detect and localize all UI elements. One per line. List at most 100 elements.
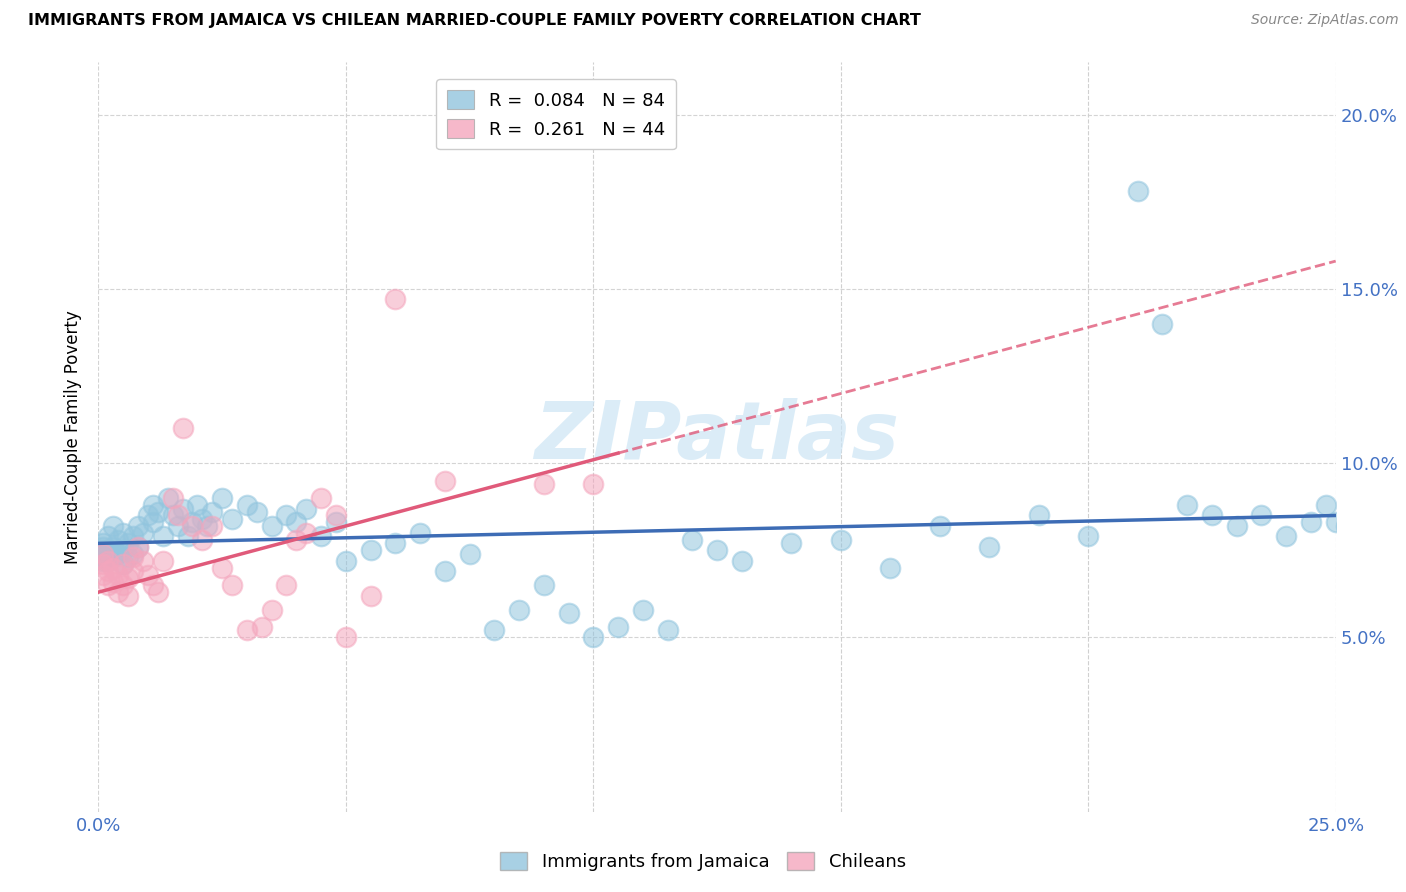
Point [93, 550, 115, 565]
Point [136, 567, 159, 582]
Point [162, 508, 184, 523]
Point [607, 620, 630, 634]
Point [211, 491, 233, 505]
Point [360, 589, 382, 603]
Point [152, 554, 174, 568]
Point [107, 567, 129, 582]
Point [195, 519, 218, 533]
Point [112, 525, 135, 540]
Point [681, 533, 703, 547]
Point [127, 540, 149, 554]
Point [201, 519, 224, 533]
Point [1275, 529, 1298, 543]
Point [122, 547, 145, 561]
Point [97, 564, 120, 578]
Point [1175, 498, 1198, 512]
Point [172, 501, 194, 516]
Point [97, 554, 120, 568]
Point [276, 508, 298, 523]
Point [142, 578, 165, 592]
Point [780, 536, 803, 550]
Point [132, 525, 155, 540]
Point [830, 533, 852, 547]
Point [181, 519, 204, 533]
Point [132, 554, 155, 568]
Point [103, 561, 125, 575]
Point [93, 567, 115, 582]
Point [557, 606, 579, 620]
Point [1126, 185, 1149, 199]
Point [162, 491, 184, 505]
Point [172, 421, 194, 435]
Point [93, 543, 115, 558]
Point [285, 516, 308, 530]
Point [107, 585, 129, 599]
Legend: Immigrants from Jamaica, Chileans: Immigrants from Jamaica, Chileans [494, 845, 912, 879]
Point [221, 512, 243, 526]
Point [93, 554, 115, 568]
Point [582, 477, 605, 491]
Point [1315, 498, 1337, 512]
Point [325, 516, 347, 530]
Point [181, 516, 204, 530]
Point [103, 540, 125, 554]
Point [146, 585, 169, 599]
Point [433, 564, 456, 578]
Point [1226, 519, 1249, 533]
Point [191, 533, 214, 547]
Point [979, 540, 1001, 554]
Point [122, 550, 145, 565]
Point [117, 589, 139, 603]
Point [236, 624, 259, 638]
Point [93, 540, 115, 554]
Point [107, 547, 129, 561]
Text: IMMIGRANTS FROM JAMAICA VS CHILEAN MARRIED-COUPLE FAMILY POVERTY CORRELATION CHA: IMMIGRANTS FROM JAMAICA VS CHILEAN MARRI… [28, 13, 921, 29]
Point [325, 508, 347, 523]
Point [706, 543, 728, 558]
Point [152, 529, 174, 543]
Point [360, 543, 382, 558]
Y-axis label: Married-Couple Family Poverty: Married-Couple Family Poverty [65, 310, 83, 564]
Point [1250, 508, 1272, 523]
Point [122, 564, 145, 578]
Point [103, 574, 125, 589]
Point [458, 547, 481, 561]
Point [285, 533, 308, 547]
Point [97, 554, 120, 568]
Point [1201, 508, 1223, 523]
Point [631, 602, 654, 616]
Point [156, 491, 179, 505]
Point [484, 624, 506, 638]
Point [166, 519, 188, 533]
Point [433, 474, 456, 488]
Point [107, 533, 129, 547]
Point [127, 519, 149, 533]
Point [1152, 317, 1174, 331]
Point [928, 519, 950, 533]
Point [176, 529, 198, 543]
Point [191, 512, 214, 526]
Point [103, 550, 125, 565]
Point [657, 624, 679, 638]
Point [112, 558, 135, 572]
Point [309, 491, 332, 505]
Point [117, 536, 139, 550]
Point [309, 529, 332, 543]
Point [335, 631, 357, 645]
Point [127, 540, 149, 554]
Point [97, 578, 120, 592]
Point [97, 529, 120, 543]
Point [93, 547, 115, 561]
Point [166, 508, 188, 523]
Point [136, 508, 159, 523]
Point [246, 505, 269, 519]
Point [250, 620, 273, 634]
Point [142, 516, 165, 530]
Point [276, 578, 298, 592]
Point [117, 550, 139, 565]
Point [1077, 529, 1099, 543]
Point [117, 571, 139, 585]
Point [236, 498, 259, 512]
Point [93, 558, 115, 572]
Point [142, 498, 165, 512]
